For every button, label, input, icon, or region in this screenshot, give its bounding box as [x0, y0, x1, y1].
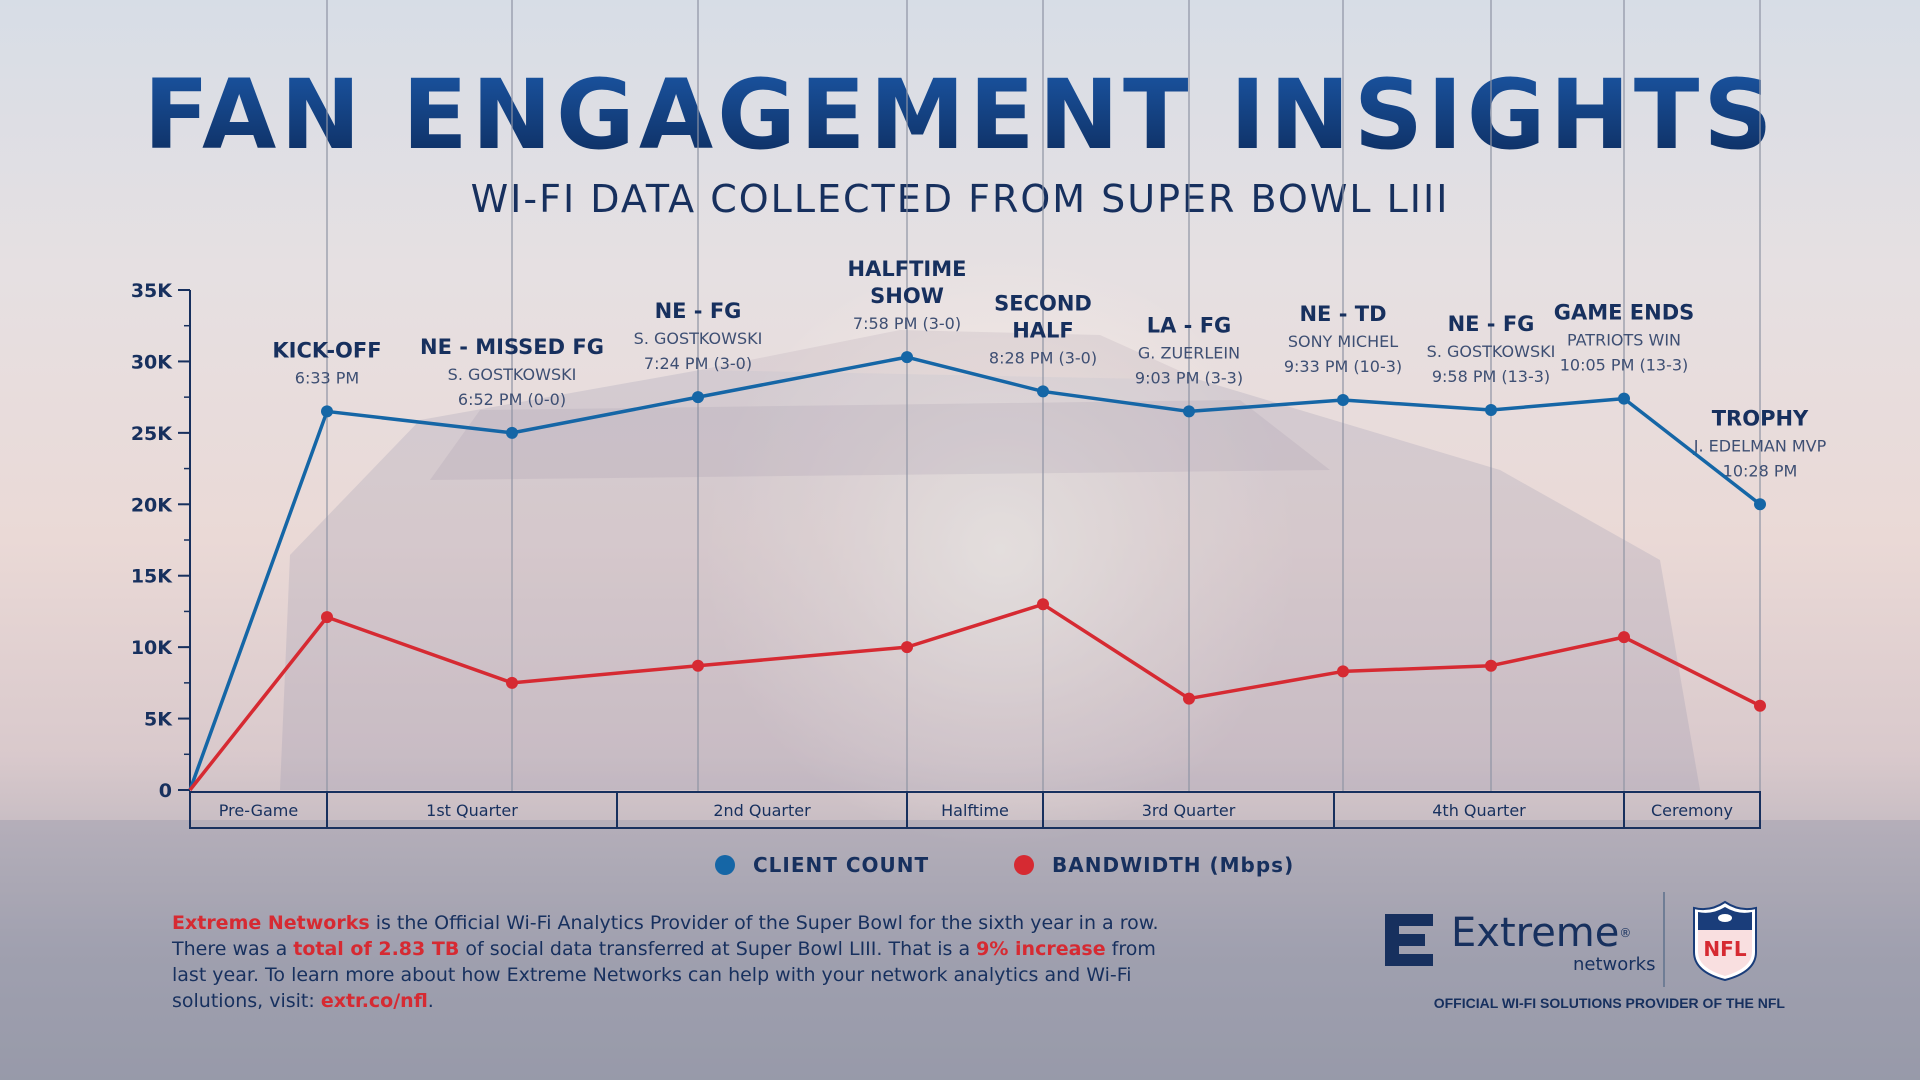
event-detail: 9:33 PM (10-3) — [1284, 357, 1402, 376]
event-detail: G. ZUERLEIN — [1138, 343, 1240, 362]
data-point-client-count — [1337, 394, 1349, 406]
data-point-bandwidth — [1337, 665, 1349, 678]
event-detail: 9:03 PM (3-3) — [1135, 368, 1243, 387]
data-point-client-count — [1754, 498, 1766, 511]
info-text-4: . — [427, 990, 434, 1012]
event-detail: 7:58 PM (3-0) — [853, 314, 961, 333]
y-tick-label: 20K — [131, 494, 173, 516]
event-title: KICK-OFF — [272, 338, 381, 362]
event-detail: S. GOSTKOWSKI — [1427, 342, 1556, 361]
title-block: FAN ENGAGEMENT INSIGHTS WI-FI DATA COLLE… — [0, 60, 1920, 222]
event-title: NE - FG — [655, 299, 742, 323]
event-title: SECOND — [994, 291, 1092, 315]
extreme-subtitle: networks — [1573, 954, 1656, 975]
data-point-client-count — [321, 405, 333, 418]
background-glow — [700, 250, 1300, 850]
data-point-bandwidth — [901, 641, 913, 654]
legend-label-client-count: CLIENT COUNT — [753, 853, 930, 877]
legend-item-client-count: CLIENT COUNT — [715, 850, 929, 880]
series-line-bandwidth — [188, 602, 1761, 792]
extreme-name: Extreme — [1451, 910, 1620, 956]
nfl-logo-text: NFL — [1703, 937, 1746, 961]
data-point-client-count — [901, 351, 913, 364]
legend-marker-client-count — [715, 855, 735, 875]
info-link[interactable]: extr.co/nfl — [320, 990, 428, 1012]
y-tick-label: 5K — [144, 709, 173, 731]
series-line-client-count — [188, 355, 1762, 791]
event-detail: J. EDELMAN MVP — [1693, 436, 1827, 455]
y-tick-label: 0 — [159, 780, 172, 802]
legend-item-bandwidth: BANDWIDTH (Mbps) — [1014, 850, 1294, 880]
data-point-client-count — [506, 426, 518, 439]
period-label: Ceremony — [1651, 801, 1733, 820]
event-detail: 7:24 PM (3-0) — [644, 354, 752, 373]
info-paragraph: Extreme Networks is the Official Wi-Fi A… — [172, 910, 1192, 1014]
event-title: HALFTIME — [848, 257, 967, 281]
event-detail: PATRIOTS WIN — [1567, 331, 1681, 350]
event-detail: 9:58 PM (13-3) — [1432, 367, 1550, 386]
page-subtitle: WI-FI DATA COLLECTED FROM SUPER BOWL LII… — [470, 177, 1450, 221]
event-title: HALF — [1012, 318, 1074, 342]
y-tick-label: 10K — [131, 637, 173, 659]
data-point-bandwidth — [1037, 598, 1049, 611]
info-total-highlight: total of 2.83 TB — [293, 938, 460, 960]
info-increase-highlight: 9% increase — [976, 938, 1106, 960]
extreme-wordmark: Extreme® — [1451, 910, 1631, 956]
event-title: SHOW — [870, 284, 944, 308]
data-point-bandwidth — [1485, 659, 1497, 672]
event-title: TROPHY — [1712, 406, 1809, 430]
info-text-1: is the Official Wi-Fi Analytics Provider… — [172, 912, 1159, 960]
data-point-bandwidth — [321, 611, 333, 624]
legend-marker-bandwidth — [1014, 855, 1034, 875]
period-label: 1st Quarter — [426, 801, 518, 820]
data-point-client-count — [692, 391, 704, 404]
period-label: Halftime — [941, 801, 1009, 820]
data-point-bandwidth — [1183, 692, 1195, 705]
y-tick-label: 35K — [131, 280, 173, 302]
data-point-client-count — [1183, 405, 1195, 418]
period-label: 2nd Quarter — [713, 801, 811, 820]
y-tick-label: 15K — [131, 566, 173, 588]
data-point-client-count — [1485, 404, 1497, 416]
event-title: NE - MISSED FG — [420, 335, 604, 359]
data-point-bandwidth — [1754, 699, 1766, 712]
legend-label-bandwidth: BANDWIDTH (Mbps) — [1052, 853, 1295, 877]
event-detail: 10:05 PM (13-3) — [1560, 356, 1689, 375]
period-band — [189, 791, 1761, 829]
data-point-bandwidth — [1618, 631, 1630, 644]
event-detail: S. GOSTKOWSKI — [634, 329, 763, 348]
event-title: LA - FG — [1147, 313, 1232, 337]
event-title: NE - TD — [1299, 302, 1386, 326]
data-point-bandwidth — [506, 676, 518, 689]
period-label: 4th Quarter — [1432, 801, 1526, 820]
event-detail: 6:52 PM (0-0) — [458, 390, 566, 409]
event-title: NE - FG — [1448, 312, 1535, 336]
y-tick-label: 25K — [131, 423, 173, 445]
legend: CLIENT COUNT BANDWIDTH (Mbps) — [0, 850, 1920, 880]
info-text-2: of social data transferred at Super Bowl… — [459, 938, 977, 960]
event-detail: 10:28 PM — [1723, 461, 1798, 480]
page-title: FAN ENGAGEMENT INSIGHTS — [0, 60, 1920, 170]
event-title: GAME ENDS — [1554, 301, 1695, 325]
brand-block: Extreme® networks NFL OFFICIAL WI-FI SOL… — [1385, 892, 1785, 1022]
y-tick-label: 30K — [131, 351, 173, 373]
brand-divider — [1663, 892, 1665, 987]
event-detail: 6:33 PM — [295, 368, 359, 387]
period-label: 3rd Quarter — [1142, 801, 1236, 820]
data-point-client-count — [1618, 392, 1630, 405]
info-brand-highlight: Extreme Networks — [172, 912, 370, 934]
info-text-3: from last year. To learn more about how … — [172, 938, 1156, 1012]
event-detail: S. GOSTKOWSKI — [448, 365, 577, 384]
period-label: Pre-Game — [219, 801, 298, 820]
extreme-logo-icon — [1385, 914, 1433, 966]
nfl-shield-icon: NFL — [1693, 900, 1757, 982]
registered-mark: ® — [1619, 926, 1632, 940]
event-detail: SONY MICHEL — [1288, 332, 1398, 351]
data-point-bandwidth — [692, 659, 704, 672]
event-detail: 8:28 PM (3-0) — [989, 348, 1097, 367]
data-point-client-count — [1037, 385, 1049, 398]
brand-tagline: OFFICIAL WI-FI SOLUTIONS PROVIDER OF THE… — [1433, 995, 1785, 1011]
